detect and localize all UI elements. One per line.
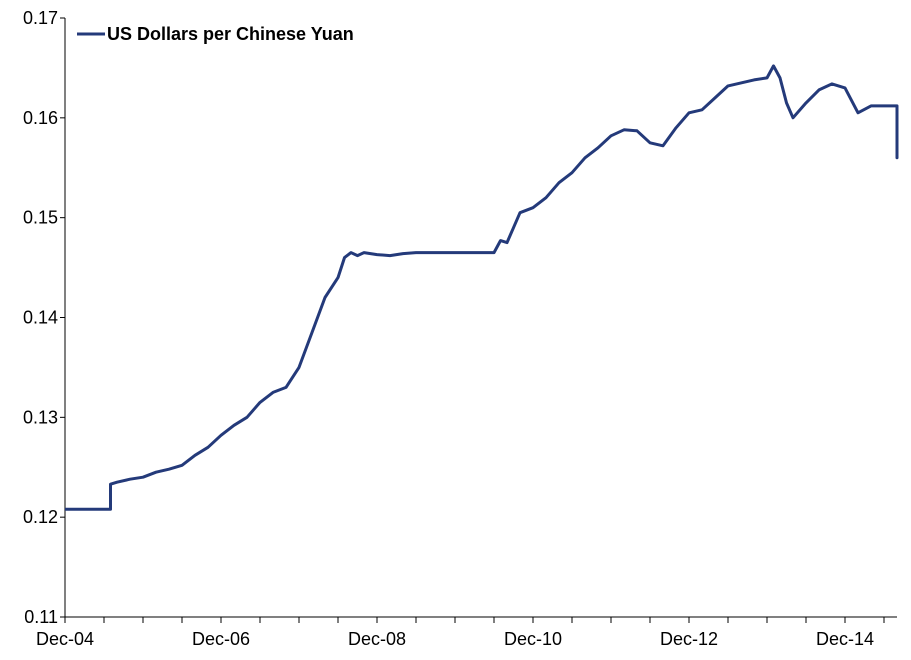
- x-tick-label: Dec-08: [348, 629, 406, 649]
- y-tick-label: 0.11: [24, 607, 58, 627]
- y-tick-label: 0.15: [23, 208, 58, 228]
- x-tick-label: Dec-10: [504, 629, 562, 649]
- y-tick-label: 0.14: [23, 308, 58, 328]
- y-tick-label: 0.17: [23, 8, 58, 28]
- x-tick-label: Dec-04: [36, 629, 94, 649]
- legend-label: US Dollars per Chinese Yuan: [107, 24, 354, 44]
- series-line: [65, 64, 899, 511]
- y-tick-label: 0.12: [23, 507, 58, 527]
- x-tick-label: Dec-12: [660, 629, 718, 649]
- y-tick-label: 0.16: [23, 108, 58, 128]
- y-tick-label: 0.13: [23, 407, 58, 427]
- x-tick-label: Dec-14: [816, 629, 874, 649]
- x-tick-label: Dec-06: [192, 629, 250, 649]
